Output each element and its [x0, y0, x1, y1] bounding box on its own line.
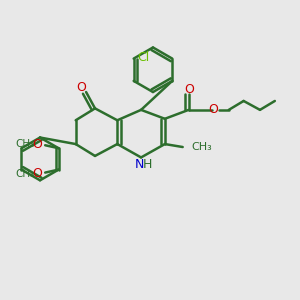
- Text: CH₃: CH₃: [16, 139, 35, 149]
- Text: Cl: Cl: [137, 51, 149, 64]
- Text: CH₃: CH₃: [16, 169, 35, 179]
- Text: N: N: [135, 158, 144, 171]
- Text: CH₃: CH₃: [191, 142, 212, 152]
- Text: H: H: [143, 158, 152, 171]
- Text: O: O: [208, 103, 218, 116]
- Text: O: O: [77, 81, 87, 94]
- Text: O: O: [184, 82, 194, 96]
- Text: O: O: [32, 167, 42, 180]
- Text: O: O: [32, 138, 42, 151]
